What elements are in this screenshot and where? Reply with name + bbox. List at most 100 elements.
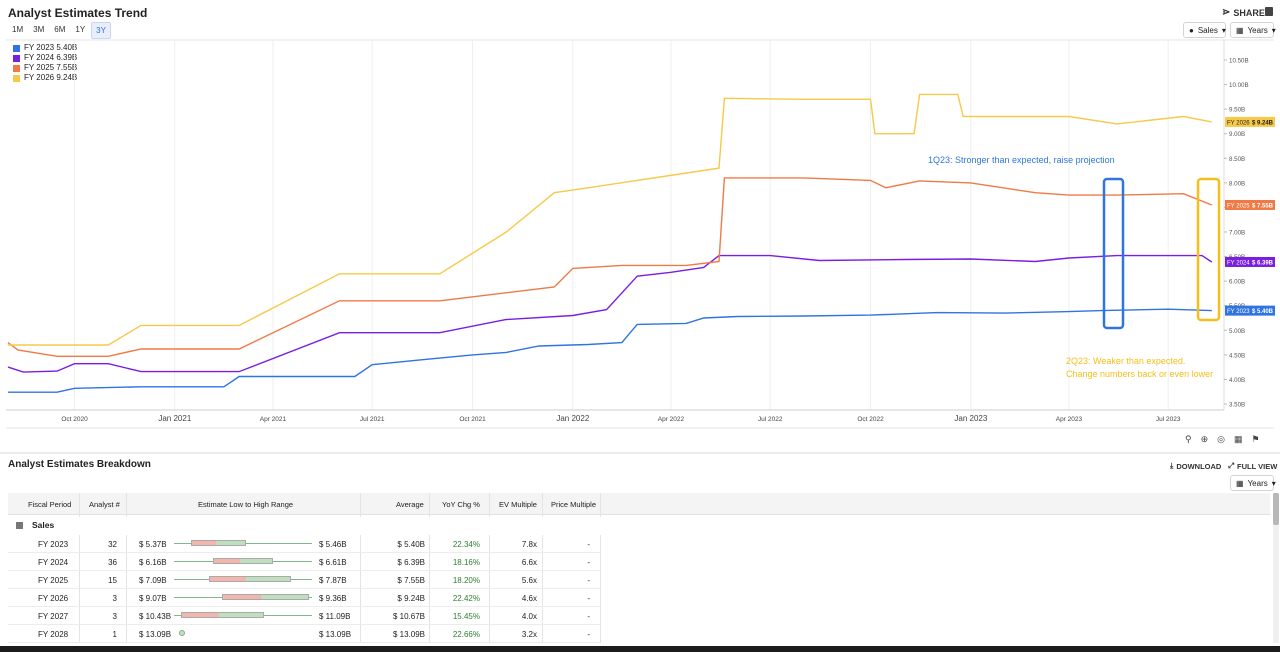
ev-multiple-cell: 3.2x bbox=[521, 630, 537, 639]
table-row[interactable]: FY 2028 1 $ 13.09B $ 13.09B $ 13.09B 22.66% 3.… bbox=[8, 625, 600, 643]
range-low-cell: $ 7.09B bbox=[139, 576, 167, 585]
col-divider bbox=[542, 493, 543, 643]
price-multiple-cell: - bbox=[587, 576, 590, 585]
trend-panel bbox=[0, 0, 1280, 452]
yoy-cell: 18.20% bbox=[452, 576, 480, 585]
table-row[interactable]: FY 2024 36 $ 6.16B $ 6.61B $ 6.39B 18.16% 6.6x… bbox=[8, 553, 600, 571]
trend-title: Analyst Estimates Trend bbox=[8, 6, 148, 20]
key-icon[interactable]: ⚲ bbox=[1185, 434, 1192, 444]
ev-multiple-cell: 6.6x bbox=[521, 558, 537, 567]
full-view-button[interactable]: ⤢ FULL VIEW bbox=[1228, 461, 1278, 471]
average-cell: $ 5.40B bbox=[397, 540, 425, 549]
col-divider bbox=[360, 493, 361, 643]
price-multiple-cell: - bbox=[587, 594, 590, 603]
yoy-cell: 15.45% bbox=[452, 612, 480, 621]
period-cell: FY 2027 bbox=[38, 612, 69, 621]
analyst-count-cell: 3 bbox=[112, 612, 117, 621]
estimate-range-box bbox=[180, 612, 264, 618]
header-yoy[interactable]: YoY Chg % bbox=[442, 500, 480, 509]
header-fiscal-period[interactable]: Fiscal Period bbox=[28, 500, 72, 509]
range-1m[interactable]: 1M bbox=[12, 25, 24, 34]
collapse-icon[interactable] bbox=[16, 522, 23, 529]
breakdown-period-select[interactable]: ▦ Years ▾ bbox=[1230, 475, 1276, 491]
export-icon[interactable] bbox=[1265, 7, 1273, 16]
range-low-cell: $ 13.09B bbox=[139, 630, 172, 639]
legend-item[interactable]: FY 2025 7.55B bbox=[13, 63, 77, 73]
chart-toolbar: ⚲ ⊕ ◎ ▦ ⚑ bbox=[1185, 434, 1260, 445]
estimate-range-box bbox=[208, 576, 292, 582]
chevron-down-icon: ▾ bbox=[1271, 25, 1276, 35]
ev-multiple-cell: 5.6x bbox=[521, 576, 537, 585]
table-row[interactable]: FY 2025 15 $ 7.09B $ 7.87B $ 7.55B 18.20% 5.6x… bbox=[8, 571, 600, 589]
estimate-range-box bbox=[222, 594, 310, 600]
analyst-count-cell: 32 bbox=[108, 540, 117, 549]
range-high-cell: $ 7.87B bbox=[319, 576, 347, 585]
scrollbar-thumb[interactable] bbox=[1273, 493, 1279, 525]
estimate-range-box bbox=[212, 558, 274, 564]
estimate-range-box bbox=[190, 540, 246, 546]
legend-item[interactable]: FY 2024 6.39B bbox=[13, 53, 77, 63]
bottom-bar bbox=[0, 646, 1280, 652]
yoy-cell: 22.66% bbox=[452, 630, 480, 639]
table-row[interactable]: FY 2026 3 $ 9.07B $ 9.36B $ 9.24B 22.42% 4.6x - bbox=[8, 589, 600, 607]
range-low-cell: $ 10.43B bbox=[139, 612, 172, 621]
tag-icon[interactable]: ⚑ bbox=[1251, 434, 1260, 444]
yoy-cell: 22.34% bbox=[452, 540, 480, 549]
estimate-point-marker bbox=[179, 630, 185, 636]
table-scrollbar[interactable] bbox=[1273, 493, 1279, 643]
chevron-down-icon: ▾ bbox=[1221, 25, 1226, 35]
analyst-count-cell: 1 bbox=[112, 630, 117, 639]
range-1y[interactable]: 1Y bbox=[75, 25, 86, 34]
ev-multiple-cell: 4.6x bbox=[521, 594, 537, 603]
range-3y[interactable]: 3Y bbox=[91, 22, 111, 39]
group-row-sales[interactable]: Sales bbox=[8, 517, 1270, 535]
share-icon: ⋗ bbox=[1222, 7, 1231, 18]
header-ev-multiple[interactable]: EV Multiple bbox=[499, 500, 537, 509]
table-row[interactable]: FY 2027 3 $ 10.43B $ 11.09B $ 10.67B 15.45% 4.… bbox=[8, 607, 600, 625]
download-button[interactable]: ⤓ DOWNLOAD bbox=[1170, 461, 1222, 471]
range-6m[interactable]: 6M bbox=[54, 25, 66, 34]
chart-legend: FY 2023 5.40B FY 2024 6.39B FY 2025 7.55… bbox=[13, 43, 77, 83]
range-3m[interactable]: 3M bbox=[33, 25, 45, 34]
price-multiple-cell: - bbox=[587, 612, 590, 621]
trend-period-select[interactable]: ▦ Years ▾ bbox=[1230, 22, 1276, 38]
range-high-cell: $ 9.36B bbox=[319, 594, 347, 603]
table-header: Fiscal Period Analyst # Estimate Low to … bbox=[8, 493, 1270, 515]
table-row[interactable]: FY 2023 32 $ 5.37B $ 5.46B $ 5.40B 22.34% 7.8x… bbox=[8, 535, 600, 553]
range-low-cell: $ 6.16B bbox=[139, 558, 167, 567]
yoy-cell: 22.42% bbox=[452, 594, 480, 603]
target-icon[interactable]: ⊕ bbox=[1200, 434, 1209, 444]
range-low-cell: $ 9.07B bbox=[139, 594, 167, 603]
download-icon: ⤓ bbox=[1170, 461, 1174, 470]
grid-icon[interactable]: ▦ bbox=[1234, 434, 1243, 444]
col-divider bbox=[600, 493, 601, 643]
average-cell: $ 13.09B bbox=[392, 630, 425, 639]
period-cell: FY 2026 bbox=[38, 594, 69, 603]
yoy-cell: 18.16% bbox=[452, 558, 480, 567]
share-button[interactable]: ⋗ SHARE bbox=[1222, 7, 1265, 18]
legend-item[interactable]: FY 2026 9.24B bbox=[13, 73, 77, 83]
period-cell: FY 2025 bbox=[38, 576, 69, 585]
price-multiple-cell: - bbox=[587, 558, 590, 567]
period-cell: FY 2023 bbox=[38, 540, 69, 549]
period-cell: FY 2028 bbox=[38, 630, 69, 639]
breakdown-title: Analyst Estimates Breakdown bbox=[8, 459, 151, 470]
period-cell: FY 2024 bbox=[38, 558, 69, 567]
analyst-count-cell: 36 bbox=[108, 558, 117, 567]
header-average[interactable]: Average bbox=[396, 500, 424, 509]
person-icon: ● bbox=[1189, 25, 1194, 35]
range-high-cell: $ 5.46B bbox=[319, 540, 347, 549]
header-range[interactable]: Estimate Low to High Range bbox=[198, 500, 294, 509]
metric-select[interactable]: ● Sales ▾ bbox=[1183, 22, 1226, 38]
header-price-multiple[interactable]: Price Multiple bbox=[551, 500, 597, 509]
average-cell: $ 6.39B bbox=[397, 558, 425, 567]
legend-swatch bbox=[13, 64, 20, 72]
range-low-cell: $ 5.37B bbox=[139, 540, 167, 549]
price-multiple-cell: - bbox=[587, 630, 590, 639]
price-multiple-cell: - bbox=[587, 540, 590, 549]
header-analyst-count[interactable]: Analyst # bbox=[89, 500, 120, 509]
comment-icon[interactable]: ◎ bbox=[1217, 434, 1225, 444]
legend-item[interactable]: FY 2023 5.40B bbox=[13, 43, 77, 53]
breakdown-table: Fiscal Period Analyst # Estimate Low to … bbox=[8, 493, 1270, 643]
col-divider bbox=[79, 493, 80, 643]
